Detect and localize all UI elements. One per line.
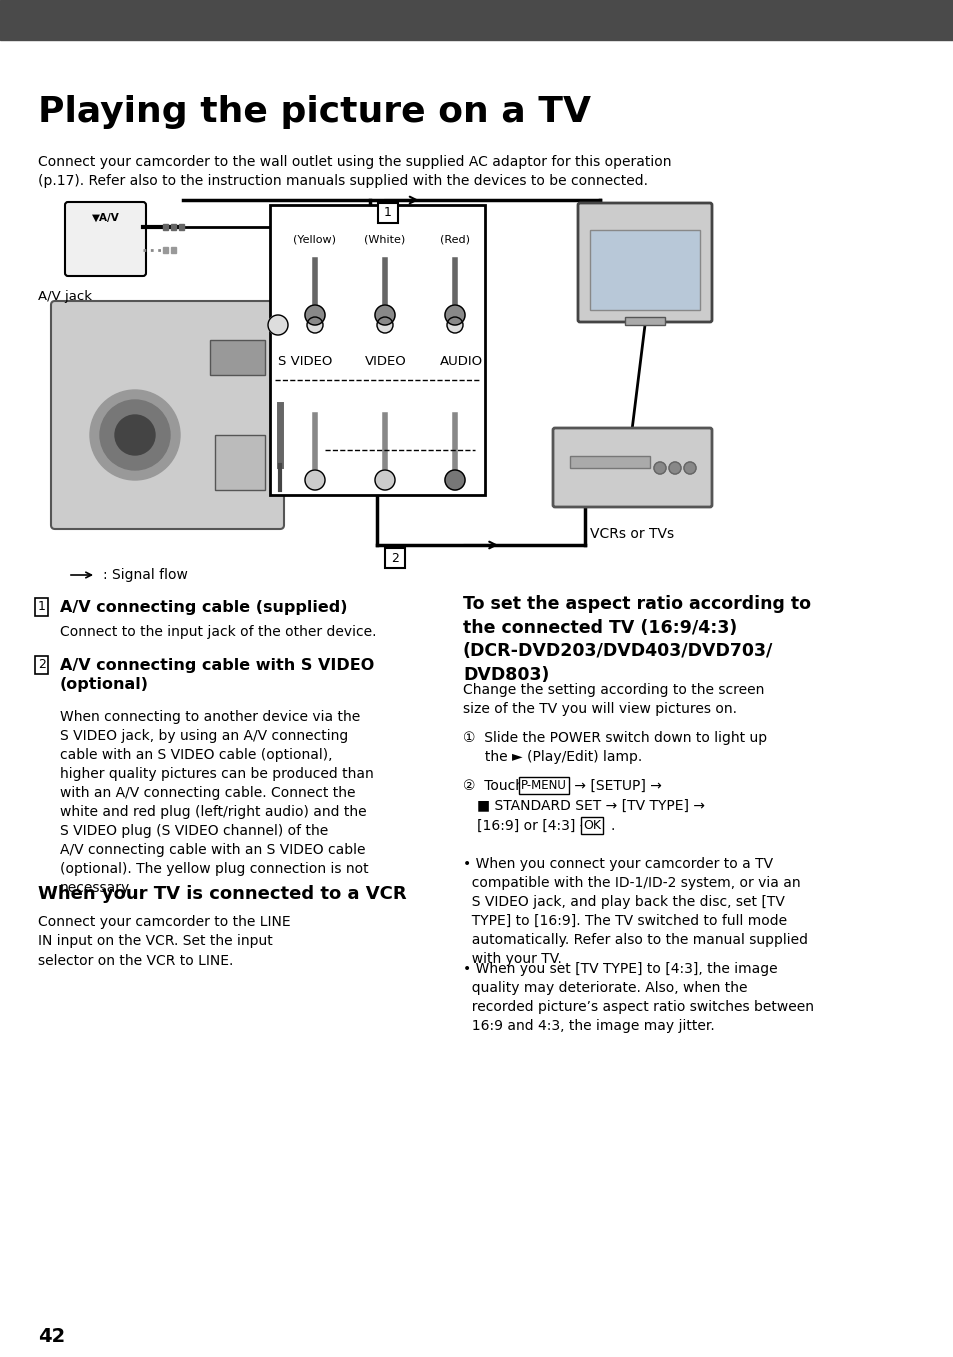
Text: VIDEO: VIDEO xyxy=(365,356,406,368)
Bar xyxy=(624,318,664,324)
Circle shape xyxy=(375,470,395,490)
Text: • When you connect your camcorder to a TV
  compatible with the ID-1/ID-2 system: • When you connect your camcorder to a T… xyxy=(462,858,807,966)
Text: Connect your camcorder to the LINE
IN input on the VCR. Set the input
selector o: Connect your camcorder to the LINE IN in… xyxy=(38,915,291,968)
Text: Playing the picture on a TV: Playing the picture on a TV xyxy=(38,95,590,129)
Text: OK: OK xyxy=(582,820,600,832)
Bar xyxy=(163,247,168,252)
Text: VCRs or TVs: VCRs or TVs xyxy=(590,527,674,541)
Text: • When you set [TV TYPE] to [4:3], the image
  quality may deteriorate. Also, wh: • When you set [TV TYPE] to [4:3], the i… xyxy=(462,962,813,1033)
Text: Connect your camcorder to the wall outlet using the supplied AC adaptor for this: Connect your camcorder to the wall outle… xyxy=(38,155,671,189)
Text: [16:9] or [4:3] →: [16:9] or [4:3] → xyxy=(476,820,595,833)
Text: Connect to the input jack of the other device.: Connect to the input jack of the other d… xyxy=(60,626,376,639)
Bar xyxy=(569,456,649,468)
Circle shape xyxy=(376,318,393,332)
Circle shape xyxy=(444,305,464,324)
Circle shape xyxy=(100,400,170,470)
Bar xyxy=(385,548,405,569)
Circle shape xyxy=(90,389,180,480)
Text: S VIDEO: S VIDEO xyxy=(277,356,332,368)
Bar xyxy=(179,224,184,229)
Text: : Signal flow: : Signal flow xyxy=(103,569,188,582)
Text: (White): (White) xyxy=(364,235,405,246)
Bar xyxy=(214,436,265,490)
Text: 2: 2 xyxy=(391,551,398,565)
Text: A/V connecting cable with S VIDEO
(optional): A/V connecting cable with S VIDEO (optio… xyxy=(60,658,374,692)
Circle shape xyxy=(444,470,464,490)
FancyBboxPatch shape xyxy=(51,301,284,529)
Circle shape xyxy=(375,305,395,324)
Circle shape xyxy=(115,415,154,455)
Text: Change the setting according to the screen
size of the TV you will view pictures: Change the setting according to the scre… xyxy=(462,683,763,716)
Circle shape xyxy=(305,470,325,490)
Text: ▼A/V: ▼A/V xyxy=(91,213,119,223)
Text: A/V connecting cable (supplied): A/V connecting cable (supplied) xyxy=(60,600,347,615)
Text: 1: 1 xyxy=(384,206,392,220)
Bar xyxy=(171,224,175,229)
Text: P-MENU: P-MENU xyxy=(520,779,566,792)
Circle shape xyxy=(307,318,323,332)
Circle shape xyxy=(268,315,288,335)
Text: When your TV is connected to a VCR: When your TV is connected to a VCR xyxy=(38,885,406,902)
Bar xyxy=(163,224,168,229)
Text: 2: 2 xyxy=(38,658,46,670)
Text: 1: 1 xyxy=(38,600,46,613)
Bar xyxy=(0,0,953,39)
Circle shape xyxy=(668,461,680,474)
Circle shape xyxy=(683,461,696,474)
Circle shape xyxy=(447,318,462,332)
Text: (Yellow): (Yellow) xyxy=(294,235,336,246)
Text: AUDIO: AUDIO xyxy=(439,356,482,368)
Circle shape xyxy=(654,461,665,474)
FancyBboxPatch shape xyxy=(553,427,711,508)
Bar xyxy=(589,229,700,309)
Text: ②  Touch: ② Touch xyxy=(462,779,528,792)
Text: To set the aspect ratio according to
the connected TV (16:9/4:3)
(DCR-DVD203/DVD: To set the aspect ratio according to the… xyxy=(462,594,810,684)
Text: When connecting to another device via the
S VIDEO jack, by using an A/V connecti: When connecting to another device via th… xyxy=(60,710,374,894)
Text: .: . xyxy=(610,820,615,833)
Text: 42: 42 xyxy=(38,1327,65,1346)
Bar xyxy=(377,204,397,223)
Bar xyxy=(270,205,484,495)
Bar xyxy=(210,341,265,375)
Bar xyxy=(171,247,175,252)
Text: ■ STANDARD SET → [TV TYPE] →: ■ STANDARD SET → [TV TYPE] → xyxy=(476,799,704,813)
Text: ①  Slide the POWER switch down to light up
     the ► (Play/Edit) lamp.: ① Slide the POWER switch down to light u… xyxy=(462,731,766,764)
Text: → [SETUP] →: → [SETUP] → xyxy=(569,779,661,792)
FancyBboxPatch shape xyxy=(65,202,146,275)
Text: (Red): (Red) xyxy=(439,235,470,246)
FancyBboxPatch shape xyxy=(578,204,711,322)
Text: A/V jack: A/V jack xyxy=(38,290,91,303)
Circle shape xyxy=(305,305,325,324)
